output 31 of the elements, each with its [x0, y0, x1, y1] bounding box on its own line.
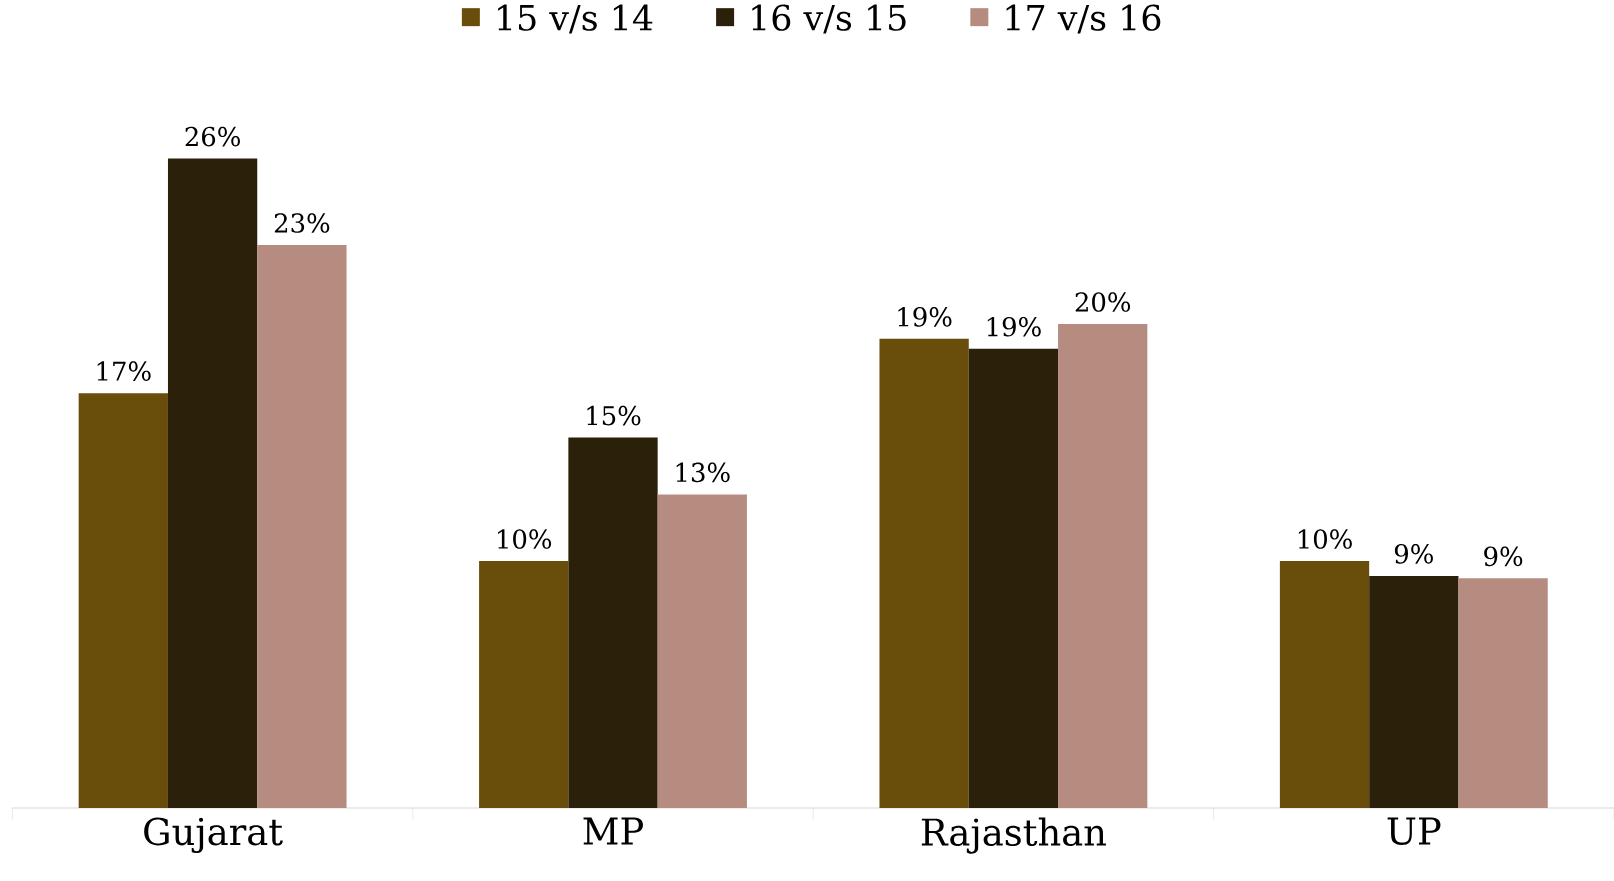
data-label: 9%	[1484, 546, 1523, 567]
data-label: 13%	[676, 462, 730, 483]
data-label: 23%	[274, 213, 330, 233]
data-label: 26%	[185, 126, 240, 147]
x-tick-label: UP	[1387, 817, 1441, 845]
legend-label: 16 v/s 15	[752, 4, 906, 34]
x-tick-label: Rajasthan	[921, 817, 1106, 854]
bar	[657, 494, 747, 808]
data-label: 10%	[1298, 529, 1352, 549]
bar	[568, 437, 658, 808]
bar	[78, 393, 168, 808]
bar	[1058, 324, 1148, 808]
legend-label: 17 v/s 16	[1006, 4, 1161, 34]
bar	[1279, 561, 1370, 808]
bar	[968, 348, 1059, 808]
bar	[479, 561, 569, 808]
bar	[1369, 575, 1459, 808]
data-label: 17%	[97, 361, 151, 381]
data-label: 10%	[498, 529, 552, 549]
x-tick-label: MP	[583, 817, 643, 845]
bar	[167, 158, 258, 808]
data-label: 9%	[1394, 544, 1433, 564]
bar	[879, 338, 969, 808]
bar	[257, 245, 347, 808]
data-label: 19%	[898, 307, 952, 327]
data-label: 20%	[1075, 292, 1131, 312]
data-label: 15%	[587, 405, 641, 426]
legend-label: 15 v/s 14	[498, 4, 653, 34]
x-tick-label: Gujarat	[144, 817, 283, 854]
data-label: 19%	[987, 316, 1041, 337]
bar	[1458, 578, 1548, 808]
